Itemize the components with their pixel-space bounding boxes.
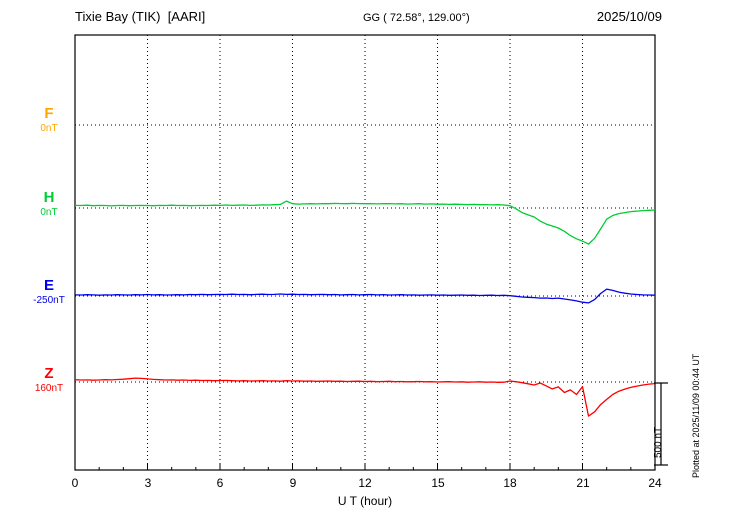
trace-H — [74, 200, 656, 245]
plot-date: 2025/10/09 — [596, 9, 662, 24]
component-baseline-f: 0nT — [40, 123, 58, 134]
x-tick-label-12: 12 — [358, 476, 372, 490]
component-letter-e: E — [43, 277, 54, 294]
station-title: Tixie Bay (TIK) [AARI] — [75, 9, 206, 24]
scale-bar-label: 500 nT — [653, 426, 664, 458]
component-letter-z: Z — [44, 365, 54, 382]
component-label-f: F 0nT — [22, 106, 76, 134]
x-tick-label-6: 6 — [216, 476, 224, 490]
trace-E — [74, 288, 656, 304]
plotted-at-watermark: Plotted at 2025/11/09 00:44 UT — [691, 353, 701, 478]
component-label-h: H 0nT — [22, 190, 76, 218]
x-tick-label-15: 15 — [431, 476, 445, 490]
trace-Z — [74, 377, 656, 417]
component-label-z: Z 160nT — [22, 366, 76, 394]
component-letter-h: H — [43, 189, 55, 206]
x-axis-label: U T (hour) — [337, 494, 393, 508]
x-tick-label-21: 21 — [576, 476, 590, 490]
component-label-e: E -250nT — [22, 278, 76, 306]
x-tick-label-9: 9 — [289, 476, 297, 490]
geographic-coordinates: GG ( 72.58°, 129.00°) — [363, 12, 470, 24]
x-tick-label-18: 18 — [503, 476, 517, 490]
x-tick-label-3: 3 — [144, 476, 152, 490]
x-tick-label-0: 0 — [71, 476, 79, 490]
component-letter-f: F — [44, 105, 54, 122]
component-baseline-h: 0nT — [40, 207, 58, 218]
component-baseline-z: 160nT — [34, 383, 64, 394]
x-tick-label-24: 24 — [648, 476, 662, 490]
component-baseline-e: -250nT — [33, 295, 65, 306]
plot-frame — [74, 34, 656, 471]
